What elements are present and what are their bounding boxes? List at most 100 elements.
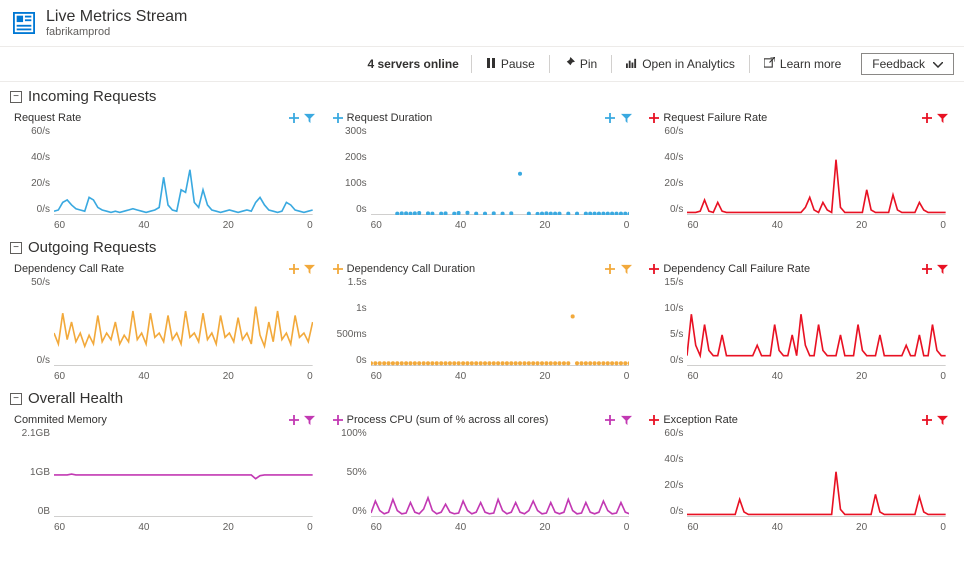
metrics-icon (12, 11, 36, 35)
add-icon[interactable] (331, 262, 345, 276)
feedback-button[interactable]: Feedback (861, 53, 954, 75)
add-icon[interactable] (647, 111, 661, 125)
filter-icon[interactable] (936, 262, 950, 276)
filter-icon[interactable] (303, 111, 317, 125)
chart-panel: Request Failure Rate 60/s40/s20/s0/s (643, 109, 954, 233)
pin-button[interactable]: Pin (556, 53, 605, 75)
y-axis-labels: 100%50%0% (333, 429, 369, 517)
separator (749, 55, 750, 73)
add-icon[interactable] (920, 111, 934, 125)
x-tick-label: 0 (624, 371, 630, 382)
add-icon[interactable] (287, 413, 301, 427)
chevron-down-icon (933, 57, 943, 71)
chart-plot (687, 429, 946, 517)
filter-icon[interactable] (619, 111, 633, 125)
chart-panel: Dependency Call Rate 50/s0/s (10, 260, 321, 384)
chart-title: Dependency Call Failure Rate (663, 263, 810, 275)
add-icon[interactable] (287, 262, 301, 276)
x-axis-labels: 6040200 (54, 220, 313, 231)
add-icon[interactable] (603, 413, 617, 427)
x-tick-label: 20 (539, 220, 550, 231)
collapse-toggle[interactable]: − (10, 242, 22, 254)
add-icon[interactable] (920, 413, 934, 427)
x-tick-label: 20 (223, 371, 234, 382)
y-axis-labels: 60/s40/s20/s0/s (649, 127, 685, 215)
filter-icon[interactable] (303, 262, 317, 276)
page-subtitle: fabrikamprod (46, 26, 187, 38)
chart-plot (54, 278, 313, 366)
servers-online-status: 4 servers online (359, 53, 464, 75)
section-title: Incoming Requests (28, 88, 156, 105)
separator (471, 55, 472, 73)
pause-label: Pause (501, 57, 535, 71)
add-icon[interactable] (603, 262, 617, 276)
x-tick-label: 40 (455, 522, 466, 533)
y-tick-label: 0B (16, 507, 52, 517)
chart-row: Request Rate 60/s40/s20/s0/s (10, 109, 954, 233)
y-tick-label: 20/s (16, 179, 52, 189)
x-tick-label: 60 (687, 371, 698, 382)
pin-label: Pin (580, 57, 597, 71)
separator (549, 55, 550, 73)
add-icon[interactable] (603, 111, 617, 125)
x-axis-labels: 6040200 (371, 522, 630, 533)
chart-plot (54, 127, 313, 215)
chart-plot (687, 127, 946, 215)
y-tick-label: 0% (333, 507, 369, 517)
x-tick-label: 60 (371, 371, 382, 382)
analytics-label: Open in Analytics (642, 57, 735, 71)
filter-icon[interactable] (619, 262, 633, 276)
chart-panel: Commited Memory 2.1GB1GB0B (10, 411, 321, 535)
y-tick-label: 60/s (649, 127, 685, 137)
learn-more-button[interactable]: Learn more (756, 53, 849, 75)
metrics-section: − Outgoing Requests Dependency Call Rate (0, 233, 964, 384)
add-icon[interactable] (920, 262, 934, 276)
chart-plot (687, 278, 946, 366)
x-tick-label: 20 (856, 522, 867, 533)
collapse-toggle[interactable]: − (10, 91, 22, 103)
add-icon[interactable] (331, 413, 345, 427)
page-header: Live Metrics Stream fabrikamprod (0, 0, 964, 47)
y-tick-label: 0s (333, 205, 369, 215)
x-tick-label: 60 (687, 220, 698, 231)
chart-title: Process CPU (sum of % across all cores) (347, 414, 549, 426)
chart-plot (54, 429, 313, 517)
filter-icon[interactable] (936, 111, 950, 125)
filter-icon[interactable] (619, 413, 633, 427)
x-axis-labels: 6040200 (54, 371, 313, 382)
y-tick-label: 60/s (16, 127, 52, 137)
x-tick-label: 60 (54, 522, 65, 533)
y-tick-label: 300s (333, 127, 369, 137)
add-icon[interactable] (647, 413, 661, 427)
y-tick-label: 2.1GB (16, 429, 52, 439)
chart-panel: Process CPU (sum of % across all cores) … (327, 411, 638, 535)
add-icon[interactable] (287, 111, 301, 125)
x-tick-label: 0 (307, 371, 313, 382)
filter-icon[interactable] (936, 413, 950, 427)
y-tick-label: 0s (333, 356, 369, 366)
chart-title: Request Duration (347, 112, 433, 124)
chart-title: Dependency Call Duration (347, 263, 475, 275)
x-tick-label: 40 (455, 371, 466, 382)
separator (611, 55, 612, 73)
collapse-toggle[interactable]: − (10, 393, 22, 405)
add-icon[interactable] (331, 111, 345, 125)
x-axis-labels: 6040200 (687, 522, 946, 533)
x-tick-label: 40 (772, 220, 783, 231)
y-tick-label: 10/s (649, 304, 685, 314)
y-axis-labels: 1.5s1s500ms0s (333, 278, 369, 366)
chart-row: Dependency Call Rate 50/s0/s (10, 260, 954, 384)
x-tick-label: 40 (772, 371, 783, 382)
chart-panel: Request Rate 60/s40/s20/s0/s (10, 109, 321, 233)
add-icon[interactable] (647, 262, 661, 276)
analytics-button[interactable]: Open in Analytics (618, 53, 743, 75)
y-tick-label: 0/s (649, 356, 685, 366)
filter-icon[interactable] (303, 413, 317, 427)
pause-button[interactable]: Pause (478, 53, 543, 75)
x-axis-labels: 6040200 (687, 371, 946, 382)
x-axis-labels: 6040200 (687, 220, 946, 231)
x-axis-labels: 6040200 (54, 522, 313, 533)
y-tick-label: 60/s (649, 429, 685, 439)
y-axis-labels: 60/s40/s20/s0/s (649, 429, 685, 517)
x-tick-label: 0 (624, 522, 630, 533)
